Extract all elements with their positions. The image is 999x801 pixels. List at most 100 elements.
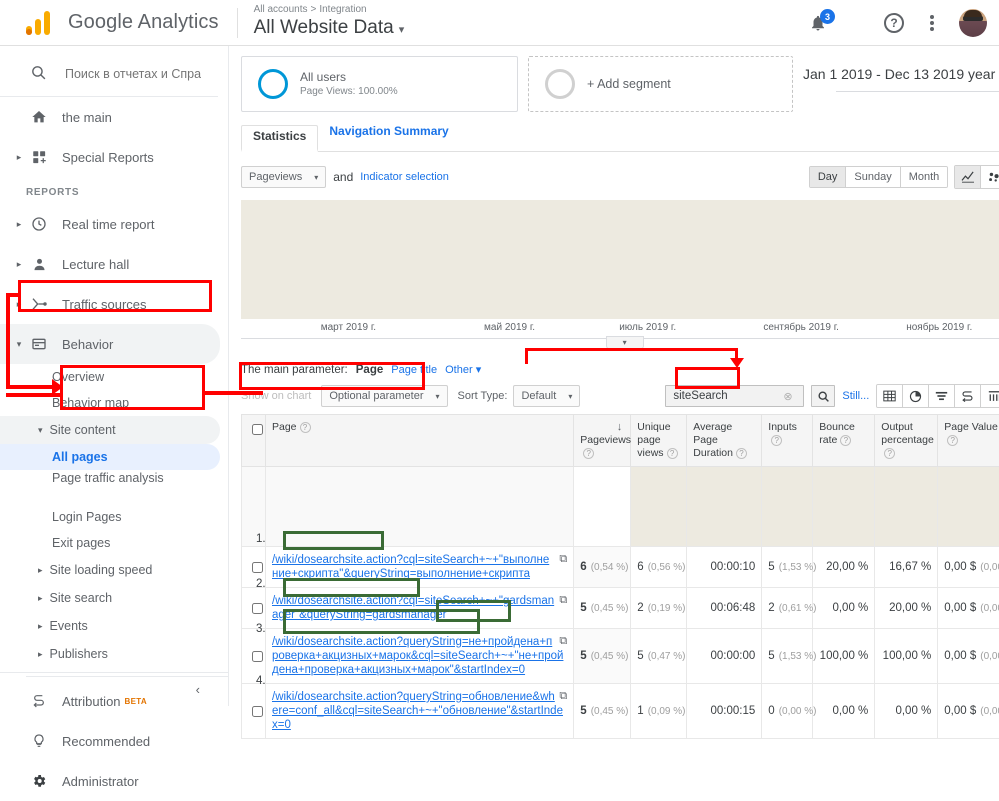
- scatter-chart-icon[interactable]: [981, 166, 999, 188]
- select-all-header[interactable]: [242, 415, 266, 467]
- table-row[interactable]: ⧉ /wiki/dosearchsite.action?cql=siteSear…: [242, 588, 999, 629]
- sort-type-select[interactable]: Default ▾: [513, 385, 580, 407]
- add-segment-button[interactable]: + Add segment: [528, 56, 793, 112]
- col-pageviews[interactable]: ↓Pageviews?: [574, 415, 631, 467]
- performance-view-icon[interactable]: [929, 385, 955, 407]
- indicator-selection-link[interactable]: Indicator selection: [360, 171, 449, 183]
- open-external-icon[interactable]: ⧉: [559, 635, 567, 648]
- tab-statistics[interactable]: Statistics: [241, 125, 318, 152]
- row-page-link[interactable]: /wiki/dosearchsite.action?cql=siteSearch…: [272, 595, 554, 621]
- main-parameter-page-title[interactable]: Page title: [391, 364, 437, 376]
- main-parameter-other[interactable]: Other ▾: [445, 363, 481, 376]
- col-output-percentage[interactable]: Output percentage?: [875, 415, 938, 467]
- sidebar-item-behavior[interactable]: ▾ Behavior: [0, 324, 220, 364]
- help-icon[interactable]: ?: [771, 435, 782, 446]
- table-row[interactable]: ⧉ /wiki/dosearchsite.action?queryString=…: [242, 684, 999, 739]
- sidebar-group-site-content[interactable]: ▾ Site content: [0, 416, 220, 444]
- row-select-cell[interactable]: [242, 684, 266, 739]
- table-search-field[interactable]: ⊗: [665, 385, 804, 407]
- row-select-cell[interactable]: [242, 629, 266, 684]
- sidebar-item-traffic-sources[interactable]: ▸ Traffic sources: [0, 284, 228, 324]
- col-page[interactable]: Page?: [266, 415, 574, 467]
- row-page-link[interactable]: /wiki/dosearchsite.action?queryString=об…: [272, 691, 563, 731]
- table-view-icon[interactable]: [877, 385, 903, 407]
- search-input[interactable]: [63, 66, 203, 82]
- sidebar-item-special-reports[interactable]: ▸ Special Reports: [0, 137, 228, 177]
- sidebar-item-page-traffic-analysis[interactable]: Page traffic analysis: [0, 470, 228, 504]
- main-parameter-page[interactable]: Page: [356, 364, 384, 376]
- avatar[interactable]: [959, 9, 987, 37]
- row-checkbox[interactable]: [252, 562, 263, 573]
- date-range-picker[interactable]: Jan 1 2019 - Dec 13 2019 year▾: [803, 56, 999, 92]
- tab-navigation-summary[interactable]: Navigation Summary: [318, 124, 459, 151]
- col-inputs[interactable]: Inputs?: [762, 415, 813, 467]
- granularity-day[interactable]: Day: [810, 167, 847, 187]
- sidebar-group-publishers[interactable]: ▸ Publishers: [0, 640, 228, 668]
- row-select-cell[interactable]: [242, 588, 266, 629]
- help-icon[interactable]: ?: [667, 448, 678, 459]
- row-page-link[interactable]: /wiki/dosearchsite.action?queryString=не…: [272, 636, 563, 676]
- sidebar-group-site-search[interactable]: ▸ Site search: [0, 584, 228, 612]
- help-icon[interactable]: ?: [883, 12, 905, 34]
- sidebar-item-overview[interactable]: Overview: [0, 364, 228, 390]
- granularity-sunday[interactable]: Sunday: [846, 167, 900, 187]
- sidebar-item-recommended[interactable]: Recommended: [0, 721, 228, 761]
- segment-all-users[interactable]: All users Page Views: 100.00%: [241, 56, 518, 112]
- line-chart-icon[interactable]: [955, 166, 981, 188]
- row-checkbox[interactable]: [252, 651, 263, 662]
- table-search-input[interactable]: [671, 389, 783, 403]
- open-external-icon[interactable]: ⧉: [559, 594, 567, 607]
- chart-expand-handle[interactable]: ▾: [606, 336, 644, 349]
- table-row[interactable]: ⧉ /wiki/dosearchsite.action?queryString=…: [242, 629, 999, 684]
- pie-view-icon[interactable]: [903, 385, 929, 407]
- help-icon[interactable]: ?: [300, 422, 311, 433]
- pivot-view-icon[interactable]: [981, 385, 999, 407]
- breadcrumb-account[interactable]: All accounts: [254, 4, 308, 15]
- apps-grid-icon[interactable]: [845, 12, 867, 34]
- sidebar-item-all-pages[interactable]: All pages: [0, 444, 220, 470]
- bell-icon[interactable]: 3: [807, 12, 829, 34]
- sidebar-item-exit-pages[interactable]: Exit pages: [0, 530, 228, 556]
- col-unique-page-views[interactable]: Unique page views?: [631, 415, 687, 467]
- granularity-month[interactable]: Month: [901, 167, 948, 187]
- row-page-link[interactable]: /wiki/dosearchsite.action?cql=siteSearch…: [272, 554, 549, 580]
- sidebar-item-login-pages[interactable]: Login Pages: [0, 504, 228, 530]
- col-bounce-rate[interactable]: Bounce rate?: [813, 415, 875, 467]
- view-selector[interactable]: All Website Data▾: [254, 16, 405, 42]
- row-page-cell[interactable]: ⧉ /wiki/dosearchsite.action?queryString=…: [266, 684, 574, 739]
- kebab-menu-icon[interactable]: [921, 12, 943, 34]
- sidebar-search[interactable]: [0, 51, 218, 97]
- row-checkbox[interactable]: [252, 706, 263, 717]
- col-average-page-duration[interactable]: Average Page Duration?: [687, 415, 762, 467]
- row-select-cell[interactable]: [242, 547, 266, 588]
- breadcrumb-property[interactable]: Integration: [319, 4, 366, 15]
- help-icon[interactable]: ?: [884, 448, 895, 459]
- table-row[interactable]: ⧉ /wiki/dosearchsite.action?cql=siteSear…: [242, 547, 999, 588]
- sidebar-item-audience[interactable]: ▸ Lecture hall: [0, 244, 228, 284]
- optional-parameter-select[interactable]: Optional parameter ▾: [321, 385, 447, 407]
- metric-select[interactable]: Pageviews ▾: [241, 166, 326, 188]
- search-submit-button[interactable]: [811, 385, 835, 407]
- comparison-view-icon[interactable]: [955, 385, 981, 407]
- col-page-value[interactable]: Page Value?: [938, 415, 999, 467]
- sidebar-item-home[interactable]: the main: [0, 97, 228, 137]
- row-page-cell[interactable]: ⧉ /wiki/dosearchsite.action?cql=siteSear…: [266, 547, 574, 588]
- row-page-cell[interactable]: ⧉ /wiki/dosearchsite.action?queryString=…: [266, 629, 574, 684]
- select-all-checkbox[interactable]: [252, 424, 263, 435]
- still-link[interactable]: Still...: [842, 390, 869, 402]
- breadcrumb[interactable]: All accounts>Integration: [254, 3, 405, 16]
- sidebar-collapse-button[interactable]: ‹: [0, 672, 228, 706]
- row-checkbox[interactable]: [252, 603, 263, 614]
- sidebar-item-administrator[interactable]: Administrator: [0, 761, 228, 801]
- help-icon[interactable]: ?: [583, 448, 594, 459]
- help-icon[interactable]: ?: [947, 435, 958, 446]
- clear-icon[interactable]: ⊗: [783, 390, 792, 403]
- help-icon[interactable]: ?: [840, 435, 851, 446]
- open-external-icon[interactable]: ⧉: [559, 690, 567, 703]
- sidebar-item-real-time[interactable]: ▸ Real time report: [0, 204, 228, 244]
- sidebar-group-site-loading-speed[interactable]: ▸ Site loading speed: [0, 556, 228, 584]
- open-external-icon[interactable]: ⧉: [559, 553, 567, 566]
- help-icon[interactable]: ?: [736, 448, 747, 459]
- row-page-cell[interactable]: ⧉ /wiki/dosearchsite.action?cql=siteSear…: [266, 588, 574, 629]
- sidebar-group-events[interactable]: ▸ Events: [0, 612, 228, 640]
